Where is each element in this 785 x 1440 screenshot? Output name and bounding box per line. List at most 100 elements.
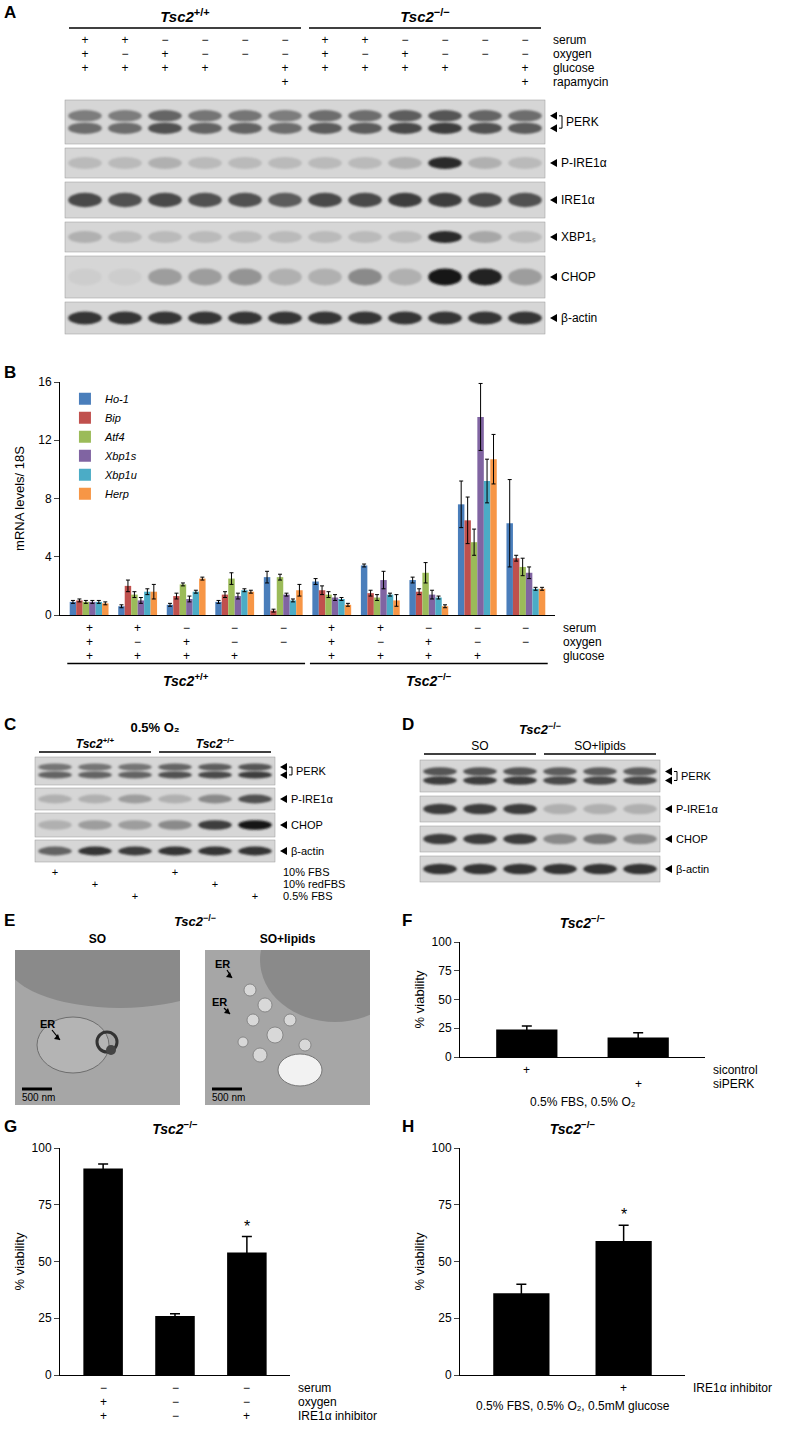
svg-text:−: − [121, 47, 128, 61]
svg-text:ER: ER [40, 1018, 55, 1030]
svg-text:−: − [201, 47, 208, 61]
svg-text:+: + [328, 621, 335, 635]
svg-text:IRE1α inhibitor: IRE1α inhibitor [298, 1409, 377, 1423]
svg-text:PERK: PERK [681, 770, 712, 782]
svg-text:12: 12 [38, 433, 52, 447]
svg-text:−: − [425, 621, 432, 635]
svg-text:+: + [401, 61, 408, 75]
svg-text:siPERK: siPERK [713, 1077, 754, 1091]
svg-text:+: + [81, 61, 88, 75]
svg-text:H: H [402, 1117, 414, 1136]
svg-text:+: + [425, 649, 432, 663]
svg-text:Tsc2​−/−​: Tsc2​−/−​ [560, 913, 606, 931]
svg-text:SO+lipids: SO+lipids [574, 739, 626, 753]
svg-text:75: 75 [438, 964, 452, 978]
svg-text:Tsc2​−/−​: Tsc2​−/−​ [152, 1119, 198, 1137]
svg-text:25: 25 [438, 1021, 452, 1035]
svg-text:500 nm: 500 nm [22, 1092, 55, 1103]
svg-text:CHOP: CHOP [676, 833, 708, 845]
svg-text:−: − [201, 33, 208, 47]
svg-text:+: + [161, 61, 168, 75]
svg-text:serum: serum [553, 33, 586, 47]
svg-text:β-actin: β-actin [561, 311, 597, 325]
svg-text:+: + [328, 649, 335, 663]
svg-text:50: 50 [438, 1255, 452, 1269]
svg-text:+: + [523, 1063, 530, 1077]
svg-text:+: + [212, 878, 218, 890]
svg-text:0.5% FBS, 0.5% O₂, 0.5mM gluco: 0.5% FBS, 0.5% O₂, 0.5mM glucose [476, 1399, 670, 1413]
svg-text:+: + [134, 621, 141, 635]
svg-text:glucose: glucose [553, 61, 595, 75]
svg-text:+: + [132, 890, 138, 902]
svg-text:Ho-1: Ho-1 [105, 393, 129, 405]
svg-text:+: + [377, 621, 384, 635]
svg-text:50: 50 [438, 993, 452, 1007]
svg-text:−: − [441, 33, 448, 47]
svg-text:serum: serum [563, 621, 596, 635]
svg-text:−: − [183, 621, 190, 635]
svg-text:0.5% FBS: 0.5% FBS [283, 890, 333, 902]
svg-text:+: + [92, 878, 98, 890]
svg-text:CHOP: CHOP [561, 270, 596, 284]
svg-text:% viability: % viability [412, 1232, 427, 1290]
svg-text:+: + [328, 635, 335, 649]
svg-text:10% FBS: 10% FBS [283, 866, 329, 878]
svg-text:+: + [134, 649, 141, 663]
svg-text:0.5% FBS, 0.5% O₂: 0.5% FBS, 0.5% O₂ [530, 1095, 636, 1109]
svg-text:0: 0 [445, 1050, 452, 1064]
svg-text:+: + [100, 1395, 107, 1409]
svg-text:−: − [521, 33, 528, 47]
svg-text:Tsc2​−/−​: Tsc2​−/−​ [406, 671, 452, 689]
svg-text:−: − [481, 47, 488, 61]
svg-text:+: + [361, 61, 368, 75]
svg-text:−: − [134, 635, 141, 649]
svg-text:A: A [4, 3, 16, 22]
svg-text:Tsc2​−/−​: Tsc2​−/−​ [550, 1119, 596, 1137]
svg-text:100: 100 [432, 1141, 452, 1155]
svg-text:−: − [172, 1395, 179, 1409]
svg-text:+: + [243, 1409, 250, 1423]
svg-text:+: + [321, 47, 328, 61]
svg-text:+: + [281, 61, 288, 75]
svg-text:−: − [361, 47, 368, 61]
svg-text:Tsc2+/+: Tsc2+/+ [76, 736, 115, 751]
svg-text:XBP1ₛ: XBP1ₛ [561, 230, 596, 244]
svg-text:% viability: % viability [412, 970, 427, 1028]
svg-text:−: − [161, 33, 168, 47]
svg-text:−: − [280, 621, 287, 635]
svg-text:0: 0 [45, 608, 52, 622]
svg-text:+: + [183, 635, 190, 649]
svg-text:Tsc2−/−: Tsc2−/− [400, 6, 450, 25]
svg-text:+: + [86, 649, 93, 663]
svg-text:*: * [621, 1206, 627, 1223]
svg-text:rapamycin: rapamycin [553, 75, 608, 89]
svg-text:−: − [100, 1381, 107, 1395]
svg-text:CHOP: CHOP [291, 819, 323, 831]
svg-text:D: D [402, 715, 414, 734]
svg-text:mRNA levels/ 18S: mRNA levels/ 18S [12, 446, 27, 551]
svg-text:+: + [521, 61, 528, 75]
svg-text:−: − [241, 47, 248, 61]
svg-text:+: + [81, 47, 88, 61]
svg-text:+: + [425, 635, 432, 649]
svg-text:−: − [377, 635, 384, 649]
svg-text:−: − [474, 635, 481, 649]
svg-text:+: + [172, 866, 178, 878]
svg-text:75: 75 [38, 1198, 52, 1212]
svg-text:−: − [401, 33, 408, 47]
svg-text:+: + [441, 61, 448, 75]
svg-text:25: 25 [38, 1311, 52, 1325]
svg-text:+: + [521, 75, 528, 89]
svg-text:−: − [231, 621, 238, 635]
svg-text:50: 50 [38, 1255, 52, 1269]
svg-text:+: + [321, 61, 328, 75]
svg-text:+: + [161, 47, 168, 61]
svg-text:+: + [86, 635, 93, 649]
svg-text:+: + [401, 47, 408, 61]
svg-text:Tsc2−/−: Tsc2−/− [519, 721, 561, 737]
svg-text:C: C [4, 715, 16, 734]
svg-text:E: E [4, 911, 15, 930]
svg-text:+: + [121, 33, 128, 47]
svg-text:Tsc2+/+: Tsc2+/+ [160, 6, 210, 25]
svg-text:ER: ER [212, 996, 227, 1008]
